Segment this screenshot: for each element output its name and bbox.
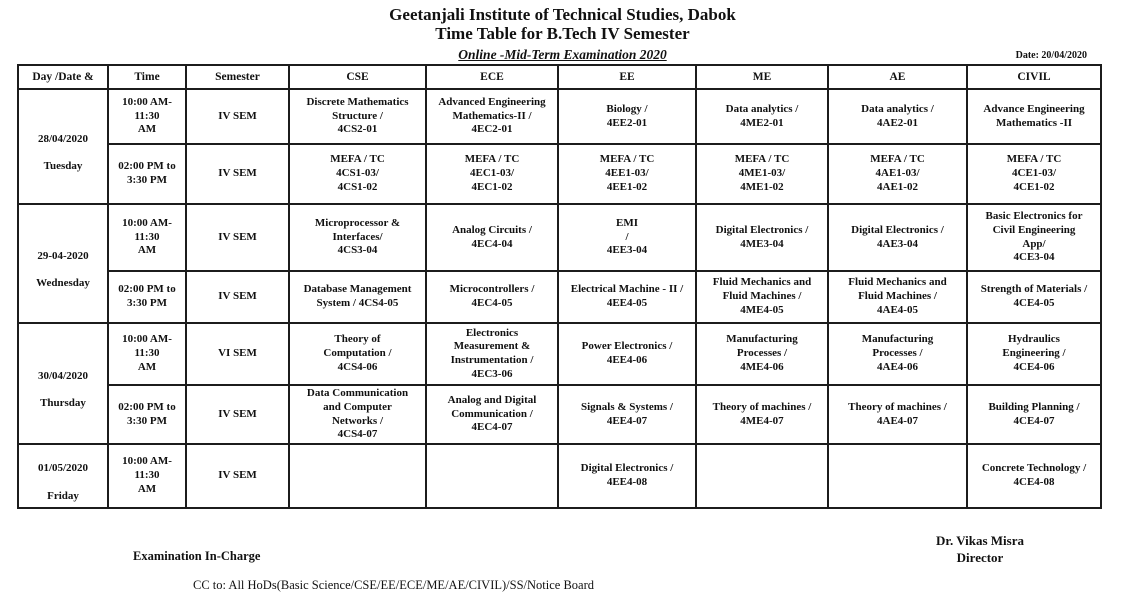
column-header-time: Time (107, 64, 187, 90)
subject-cell-cse: Data Communication and Computer Networks… (288, 384, 427, 445)
subject-cell-ae: MEFA / TC 4AE1-03/ 4AE1-02 (827, 143, 968, 205)
subject-cell-me: Manufacturing Processes / 4ME4-06 (695, 322, 829, 386)
column-header-me: ME (695, 64, 829, 90)
subject-cell-ae: Theory of machines / 4AE4-07 (827, 384, 968, 445)
table-row: 02:00 PM to 3:30 PM IV SEM Database Mana… (18, 270, 1102, 324)
table-row: 01/05/2020 Friday 10:00 AM- 11:30 AM IV … (17, 443, 1102, 509)
subject-cell-ee: Power Electronics / 4EE4-06 (557, 322, 697, 386)
time-cell: 10:00 AM- 11:30 AM (107, 443, 187, 509)
column-header-cse: CSE (288, 64, 427, 90)
subject-cell-ee: Digital Electronics / 4EE4-08 (557, 443, 697, 509)
subject-cell-cse: Discrete Mathematics Structure / 4CS2-01 (288, 88, 427, 145)
weekday-text: Wednesday (36, 277, 90, 290)
subject-cell-cse: Database Management System / 4CS4-05 (288, 270, 427, 324)
semester-cell: IV SEM (185, 270, 290, 324)
table-row: 29-04-2020 Wednesday 10:00 AM- 11:30 AM … (17, 203, 1102, 324)
subject-cell-ae: Digital Electronics / 4AE3-04 (827, 203, 968, 272)
subject-cell-civil: Building Planning / 4CE4-07 (966, 384, 1102, 445)
column-header-semester: Semester (185, 64, 290, 90)
subject-cell-me: Fluid Mechanics and Fluid Machines / 4ME… (695, 270, 829, 324)
subject-cell-ee: MEFA / TC 4EE1-03/ 4EE1-02 (557, 143, 697, 205)
subject-cell-cse: Microprocessor & Interfaces/ 4CS3-04 (288, 203, 427, 272)
semester-cell: IV SEM (185, 203, 290, 272)
subject-cell-ee: Electrical Machine - II / 4EE4-05 (557, 270, 697, 324)
day-cell: 29-04-2020 Wednesday (17, 203, 109, 324)
cc-distribution-line: CC to: All HoDs(Basic Science/CSE/EE/ECE… (193, 578, 595, 592)
column-header-ee: EE (557, 64, 697, 90)
time-cell: 10:00 AM- 11:30 AM (107, 203, 187, 272)
subject-cell-ece (425, 443, 559, 509)
subject-cell-me: Theory of machines / 4ME4-07 (695, 384, 829, 445)
subject-cell-ae (827, 443, 968, 509)
weekday-text: Friday (47, 489, 79, 502)
semester-cell: IV SEM (185, 143, 290, 205)
subject-cell-ae: Fluid Mechanics and Fluid Machines / 4AE… (827, 270, 968, 324)
subject-cell-ece: Analog Circuits / 4EC4-04 (425, 203, 559, 272)
day-cell: 28/04/2020 Tuesday (17, 88, 109, 205)
date-text: 30/04/2020 (37, 369, 89, 382)
subject-cell-me (695, 443, 829, 509)
subject-cell-ece: Advanced Engineering Mathematics-II / 4E… (425, 88, 559, 145)
semester-cell: IV SEM (185, 443, 290, 509)
table-row: 02:00 PM to 3:30 PM IV SEM MEFA / TC 4CS… (18, 143, 1102, 205)
subject-cell-ece: Microcontrollers / 4EC4-05 (425, 270, 559, 324)
date-label: Date: 20/04/2020 (1015, 50, 1087, 61)
subject-cell-civil: Hydraulics Engineering / 4CE4-06 (966, 322, 1102, 386)
subject-cell-ae: Manufacturing Processes / 4AE4-06 (827, 322, 968, 386)
time-cell: 10:00 AM- 11:30 AM (107, 88, 187, 145)
header-row: Day /Date & Time Semester CSE ECE EE ME … (17, 64, 1102, 90)
subject-cell-civil: Strength of Materials / 4CE4-05 (966, 270, 1102, 324)
subject-cell-cse: Theory of Computation / 4CS4-06 (288, 322, 427, 386)
institute-title: Geetanjali Institute of Technical Studie… (389, 5, 736, 24)
table-row: 02:00 PM to 3:30 PM IV SEM Data Communic… (18, 384, 1102, 445)
column-header-ae: AE (827, 64, 968, 90)
subject-cell-ee: Signals & Systems / 4EE4-07 (557, 384, 697, 445)
subject-cell-civil: Advance Engineering Mathematics -II (966, 88, 1102, 145)
title-block: Geetanjali Institute of Technical Studie… (0, 5, 1125, 63)
subject-cell-me: Digital Electronics / 4ME3-04 (695, 203, 829, 272)
date-text: 01/05/2020 (37, 462, 89, 475)
time-cell: 02:00 PM to 3:30 PM (107, 270, 187, 324)
subject-cell-civil: MEFA / TC 4CE1-03/ 4CE1-02 (966, 143, 1102, 205)
director-title: Director (956, 549, 1004, 565)
time-cell: 02:00 PM to 3:30 PM (107, 143, 187, 205)
timetable: Day /Date & Time Semester CSE ECE EE ME … (17, 64, 1102, 509)
date-text: 28/04/2020 (37, 132, 89, 145)
weekday-text: Thursday (40, 397, 86, 410)
column-header-ece: ECE (425, 64, 559, 90)
exam-subtitle: Online -Mid-Term Examination 2020 (458, 47, 667, 63)
semester-cell: IV SEM (185, 88, 290, 145)
semester-cell: VI SEM (185, 322, 290, 386)
column-header-civil: CIVIL (966, 64, 1102, 90)
director-signature: Dr. Vikas Misra Director (880, 533, 1080, 567)
weekday-text: Tuesday (43, 160, 83, 173)
subject-cell-ece: MEFA / TC 4EC1-03/ 4EC1-02 (425, 143, 559, 205)
subject-cell-ece: Electronics Measurement & Instrumentatio… (425, 322, 559, 386)
subject-cell-civil: Basic Electronics for Civil Engineering … (966, 203, 1102, 272)
day-cell: 30/04/2020 Thursday (17, 322, 109, 445)
time-cell: 10:00 AM- 11:30 AM (107, 322, 187, 386)
table-row: 30/04/2020 Thursday 10:00 AM- 11:30 AM V… (17, 322, 1102, 445)
subject-cell-ee: EMI / 4EE3-04 (557, 203, 697, 272)
table-row: 28/04/2020 Tuesday 10:00 AM- 11:30 AM IV… (17, 88, 1102, 205)
page-title: Time Table for B.Tech IV Semester (435, 23, 690, 43)
subject-cell-me: Data analytics / 4ME2-01 (695, 88, 829, 145)
semester-cell: IV SEM (185, 384, 290, 445)
subject-cell-ece: Analog and Digital Communication / 4EC4-… (425, 384, 559, 445)
date-text: 29-04-2020 (37, 249, 89, 262)
subject-cell-cse: MEFA / TC 4CS1-03/ 4CS1-02 (288, 143, 427, 205)
time-cell: 02:00 PM to 3:30 PM (107, 384, 187, 445)
director-name: Dr. Vikas Misra (936, 533, 1024, 548)
subject-cell-civil: Concrete Technology / 4CE4-08 (966, 443, 1102, 509)
subject-cell-me: MEFA / TC 4ME1-03/ 4ME1-02 (695, 143, 829, 205)
subject-cell-ae: Data analytics / 4AE2-01 (827, 88, 968, 145)
day-cell: 01/05/2020 Friday (17, 443, 109, 509)
column-header-day: Day /Date & (17, 64, 109, 90)
subject-cell-ee: Biology / 4EE2-01 (557, 88, 697, 145)
examination-incharge-signature: Examination In-Charge (133, 549, 261, 563)
subject-cell-cse (288, 443, 427, 509)
